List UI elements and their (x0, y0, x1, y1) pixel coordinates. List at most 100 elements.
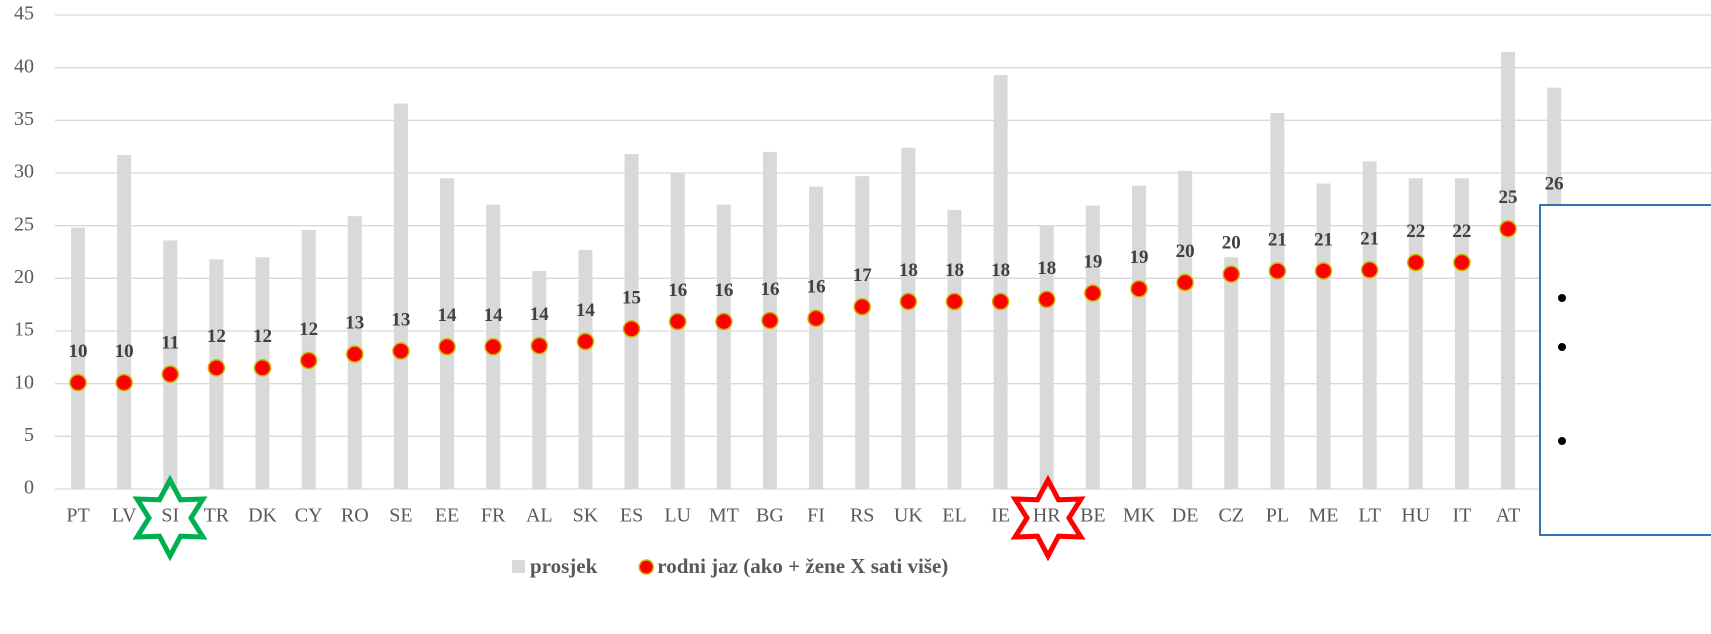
value-label: 19 (1083, 251, 1102, 272)
dot (299, 351, 318, 370)
value-label: 20 (1222, 232, 1241, 253)
dot (161, 365, 180, 383)
dot (1037, 290, 1056, 309)
bar (440, 178, 455, 489)
dot (807, 309, 825, 328)
value-label: 13 (345, 313, 364, 334)
legend-label: prosjek (530, 554, 598, 578)
x-tick-label: ES (620, 505, 643, 527)
y-tick-label: 25 (14, 213, 34, 235)
dot (1084, 284, 1102, 302)
bar (1178, 170, 1193, 490)
bar (855, 176, 870, 489)
dot (207, 359, 226, 377)
star-marker (1010, 474, 1086, 562)
value-label: 19 (1129, 247, 1148, 268)
y-tick-label: 40 (14, 55, 34, 77)
dot (576, 332, 595, 351)
dot (1360, 261, 1379, 279)
y-tick-label: 20 (14, 266, 34, 288)
dot (530, 336, 549, 355)
bar (716, 204, 731, 489)
dot (1499, 220, 1517, 238)
value-label: 16 (760, 279, 779, 300)
x-tick-label: DK (248, 505, 277, 527)
dot (1407, 253, 1425, 272)
value-label: 21 (1360, 228, 1379, 249)
legend: prosjek rodni jaz (ako + žene X sati više… (512, 554, 948, 578)
star-marker (132, 474, 208, 562)
dot (253, 359, 272, 377)
dot (484, 338, 502, 356)
bar (163, 240, 178, 489)
value-label: 14 (530, 304, 550, 325)
grid (55, 14, 1711, 490)
value-label: 12 (207, 326, 226, 347)
dot (1314, 262, 1333, 280)
legend-label: rodni jaz (ako + žene X sati više) (657, 554, 948, 578)
x-tick-label: SI (161, 505, 179, 527)
legend-swatch (638, 559, 655, 575)
x-tick-label: SE (389, 505, 412, 527)
bar (901, 147, 916, 489)
dot (945, 292, 964, 311)
note-box (1539, 204, 1711, 536)
x-tick-label: EE (435, 505, 459, 527)
bars (71, 51, 1562, 490)
bullet (1558, 294, 1566, 302)
bar (1224, 257, 1239, 489)
value-label: 12 (253, 326, 272, 347)
x-tick-label: MK (1123, 505, 1156, 527)
x-tick-label: HU (1401, 505, 1430, 527)
x-tick-label: TR (204, 505, 230, 527)
value-label: 18 (991, 260, 1010, 281)
dot (991, 292, 1010, 311)
value-label: 22 (1452, 221, 1471, 242)
dot (761, 311, 779, 330)
value-label: 15 (622, 287, 641, 308)
x-tick-label: RS (850, 505, 874, 527)
x-tick-label: RO (341, 505, 369, 527)
bar (532, 270, 547, 489)
value-label: 18 (1037, 258, 1056, 279)
x-tick-label: HR (1033, 505, 1061, 527)
x-tick-label: LV (112, 505, 137, 527)
x-tick-label: SK (573, 505, 599, 527)
bar (117, 155, 132, 490)
x-tick-label: MT (709, 505, 739, 527)
y-tick-label: 30 (14, 161, 34, 183)
x-tick-label: AT (1496, 505, 1520, 527)
dot (392, 342, 410, 360)
x-tick-label: BE (1080, 505, 1106, 527)
dot (668, 312, 687, 331)
value-label: 16 (807, 277, 826, 298)
value-label: 12 (299, 319, 318, 340)
y-tick-label: 45 (14, 3, 34, 25)
dot (438, 338, 456, 356)
value-label: 10 (69, 341, 88, 362)
dot (115, 373, 133, 392)
x-tick-label: UK (894, 505, 923, 527)
y-tick-label: 0 (24, 477, 34, 499)
x-tick-label: BG (756, 505, 784, 527)
bar (947, 209, 962, 489)
x-tick-label: CZ (1218, 505, 1244, 527)
bar (1085, 205, 1100, 490)
value-label: 26 (1545, 173, 1564, 194)
x-tick-label: PL (1266, 505, 1289, 527)
bar (1316, 183, 1331, 490)
bar (809, 186, 824, 489)
value-label: 21 (1314, 229, 1333, 250)
dot (622, 320, 641, 338)
value-label: 13 (391, 309, 410, 330)
x-tick-label: IT (1452, 505, 1471, 527)
x-tick-label: FI (807, 505, 825, 527)
bar (1362, 161, 1377, 489)
value-label: 18 (899, 260, 918, 281)
x-tick-label: IE (991, 505, 1010, 527)
dot (69, 373, 87, 392)
bullet (1558, 343, 1566, 351)
value-label: 14 (484, 305, 504, 326)
value-label: 17 (853, 265, 873, 286)
